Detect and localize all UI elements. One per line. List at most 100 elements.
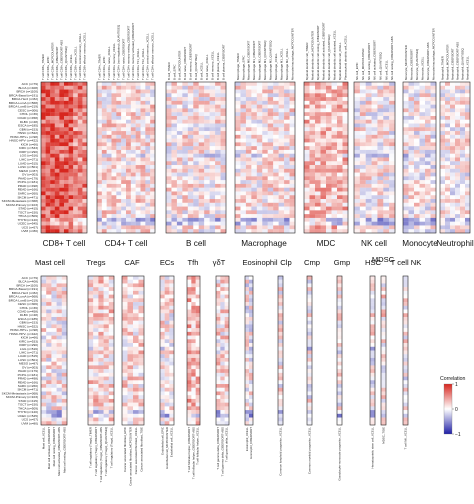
heatmap-cell bbox=[304, 217, 310, 222]
heatmap-cell bbox=[337, 290, 343, 295]
heatmap-cell bbox=[88, 324, 94, 329]
heatmap-cell bbox=[176, 229, 183, 234]
heatmap-cell bbox=[187, 305, 192, 310]
heatmap-cell bbox=[169, 283, 175, 288]
heatmap-cell bbox=[445, 153, 451, 158]
heatmap-cell bbox=[145, 97, 151, 102]
heatmap-cell bbox=[307, 279, 313, 284]
heatmap-cell bbox=[460, 108, 466, 113]
heatmap-cell bbox=[326, 165, 332, 169]
heatmap-cell bbox=[371, 229, 378, 234]
heatmap-cell bbox=[176, 172, 183, 177]
heatmap-cell bbox=[56, 384, 62, 388]
heatmap-cell bbox=[307, 309, 313, 314]
heatmap-cell bbox=[41, 369, 47, 373]
heatmap-cell bbox=[106, 134, 112, 139]
heatmap-cell bbox=[224, 395, 230, 400]
heatmap-cell bbox=[273, 142, 279, 147]
heatmap-cell bbox=[150, 168, 156, 173]
heatmap-cell bbox=[220, 309, 225, 314]
heatmap-cell bbox=[73, 183, 78, 188]
heatmap-cell bbox=[304, 157, 310, 162]
heatmap-cell bbox=[284, 153, 290, 158]
heatmap-cell bbox=[465, 191, 471, 196]
heatmap-cell bbox=[126, 82, 131, 86]
heatmap-cell bbox=[204, 183, 210, 188]
heatmap-cell bbox=[245, 384, 250, 388]
heatmap-cell bbox=[383, 115, 390, 120]
heatmap-cell bbox=[251, 119, 257, 124]
heatmap-cell bbox=[220, 410, 225, 414]
heatmap-cell bbox=[220, 294, 225, 299]
heatmap-cell bbox=[130, 131, 136, 135]
heatmap-cell bbox=[289, 115, 296, 120]
heatmap-cell bbox=[445, 100, 451, 105]
heatmap-cell bbox=[359, 108, 366, 113]
heatmap-cell bbox=[381, 346, 387, 351]
heatmap-cell bbox=[121, 202, 127, 207]
heatmap-cell bbox=[419, 149, 426, 154]
heatmap-cell bbox=[116, 176, 122, 181]
heatmap-cell bbox=[121, 115, 127, 120]
heatmap-cell bbox=[82, 89, 88, 94]
heatmap-cell bbox=[198, 161, 205, 166]
heatmap-cell bbox=[309, 85, 316, 90]
heatmap-cell bbox=[220, 328, 225, 333]
heatmap-cell bbox=[111, 176, 117, 181]
heatmap-cell bbox=[273, 112, 279, 117]
heatmap-cell bbox=[135, 100, 141, 105]
heatmap-cell bbox=[166, 82, 172, 86]
heatmap-cell bbox=[45, 168, 51, 173]
row-label: ESCA (n=185) bbox=[18, 124, 38, 128]
heatmap-cell bbox=[284, 82, 290, 86]
heatmap-cell bbox=[73, 146, 78, 151]
heatmap-cell bbox=[304, 195, 310, 200]
heatmap-cell bbox=[215, 191, 221, 196]
heatmap-cell bbox=[249, 324, 254, 329]
heatmap-cell bbox=[160, 287, 165, 292]
heatmap-cell bbox=[145, 149, 151, 154]
heatmap-cell bbox=[419, 176, 426, 181]
heatmap-cell bbox=[138, 276, 145, 280]
heatmap-cell bbox=[166, 93, 172, 98]
heatmap-cell bbox=[195, 398, 201, 403]
heatmap-cell bbox=[41, 372, 47, 377]
heatmap-cell bbox=[41, 290, 47, 295]
heatmap-cell bbox=[191, 421, 196, 426]
heatmap-cell bbox=[256, 134, 263, 139]
heatmap-cell bbox=[182, 202, 188, 207]
heatmap-cell bbox=[251, 138, 257, 143]
heatmap-cell bbox=[98, 395, 104, 400]
heatmap-cell bbox=[106, 97, 112, 102]
heatmap-cell bbox=[224, 391, 230, 396]
heatmap-cell bbox=[182, 85, 188, 90]
heatmap-cell bbox=[138, 305, 145, 310]
heatmap-cell bbox=[97, 123, 102, 128]
heatmap-cell bbox=[64, 221, 69, 226]
heatmap-cell bbox=[73, 123, 78, 128]
heatmap-cell bbox=[249, 372, 254, 377]
heatmap-cell bbox=[187, 142, 194, 147]
heatmap-cell bbox=[337, 134, 343, 139]
column-label: B cell naive_XCELL bbox=[205, 54, 209, 80]
heatmap-cell bbox=[440, 123, 446, 128]
heatmap-cell bbox=[289, 104, 296, 109]
heatmap-cell bbox=[403, 335, 409, 340]
heatmap-cell bbox=[370, 328, 376, 333]
heatmap-cell bbox=[121, 161, 127, 166]
heatmap-cell bbox=[98, 283, 104, 288]
heatmap-cell bbox=[354, 115, 361, 120]
heatmap-cell bbox=[371, 97, 378, 102]
heatmap-cell bbox=[371, 191, 378, 196]
heatmap-cell bbox=[195, 320, 201, 325]
heatmap-cell bbox=[169, 305, 175, 310]
heatmap-cell bbox=[430, 146, 437, 151]
heatmap-cell bbox=[209, 221, 216, 226]
heatmap-cell bbox=[198, 115, 205, 120]
heatmap-cell bbox=[98, 335, 104, 340]
heatmap-cell bbox=[370, 369, 376, 373]
heatmap-cell bbox=[337, 294, 343, 299]
heatmap-cell bbox=[133, 391, 139, 396]
heatmap-cell bbox=[235, 225, 241, 230]
heatmap-cell bbox=[465, 165, 471, 169]
